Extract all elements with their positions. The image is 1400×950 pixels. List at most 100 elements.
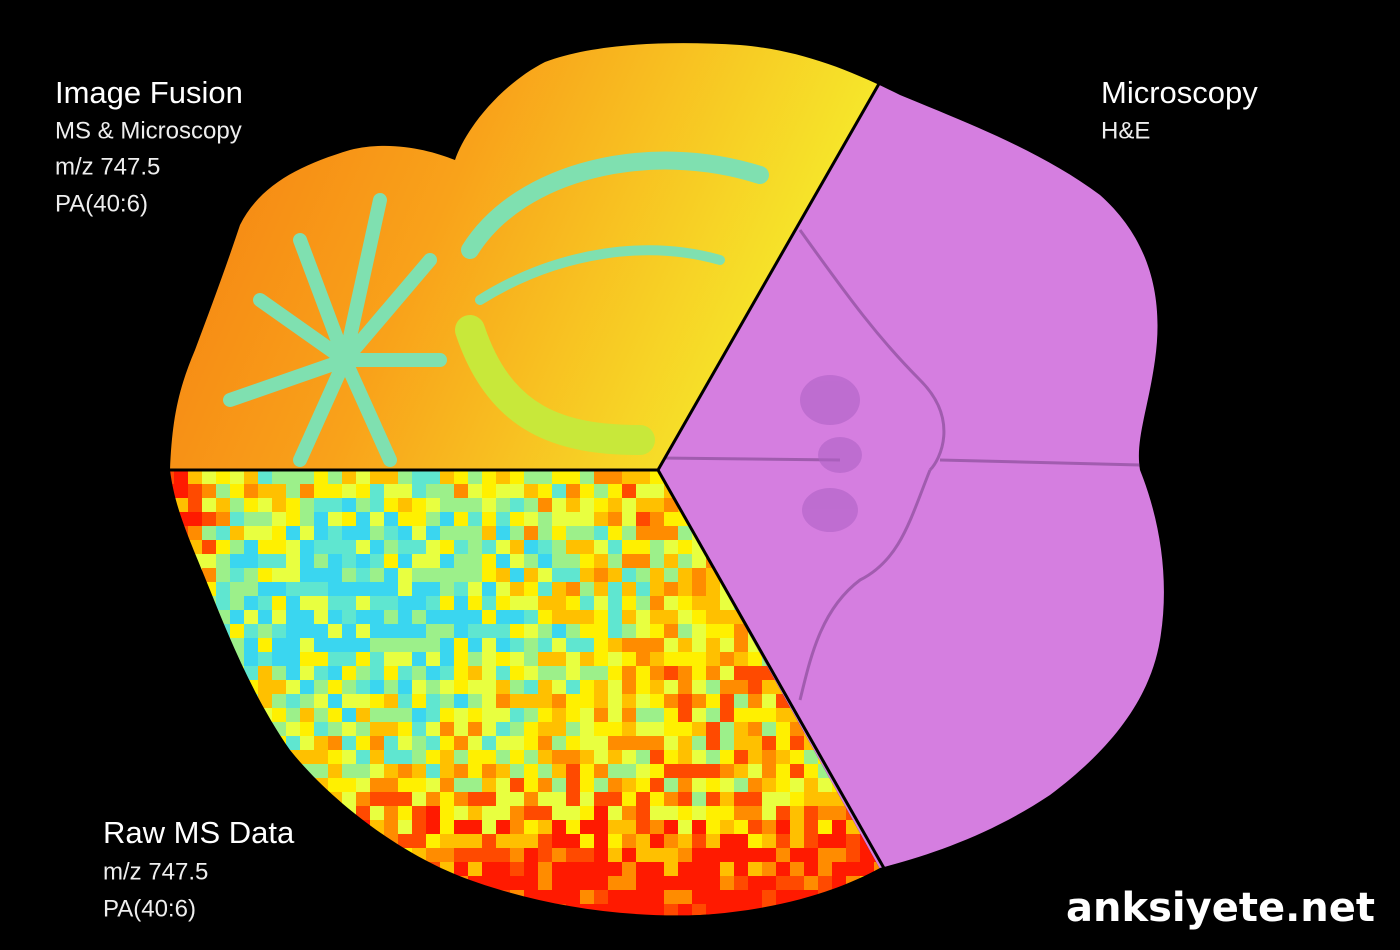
ms-pixel [566, 540, 580, 554]
ms-pixel [440, 554, 454, 568]
ms-pixel [538, 568, 552, 582]
ms-pixel [370, 610, 384, 624]
ms-pixel [748, 834, 762, 848]
ms-pixel [468, 848, 482, 862]
ms-pixel [748, 736, 762, 750]
ms-pixel [384, 750, 398, 764]
ms-pixel [748, 652, 762, 666]
ms-pixel [692, 792, 706, 806]
ms-pixel [216, 750, 230, 764]
ms-pixel [300, 512, 314, 526]
ms-pixel [552, 778, 566, 792]
ms-pixel [314, 876, 328, 890]
ms-pixel [524, 834, 538, 848]
ms-pixel [748, 862, 762, 876]
ms-pixel [398, 484, 412, 498]
ms-pixel [524, 876, 538, 890]
ms-pixel [678, 820, 692, 834]
ms-pixel [426, 638, 440, 652]
ms-pixel [286, 750, 300, 764]
ms-pixel [650, 680, 664, 694]
ms-pixel [328, 750, 342, 764]
ms-pixel [706, 848, 720, 862]
ms-pixel [510, 624, 524, 638]
ms-pixel [356, 568, 370, 582]
ms-pixel [216, 470, 230, 484]
ms-pixel [692, 554, 706, 568]
ms-pixel [636, 540, 650, 554]
ms-pixel [398, 638, 412, 652]
ms-pixel [552, 834, 566, 848]
ms-pixel [230, 876, 244, 890]
ms-pixel [216, 568, 230, 582]
ms-pixel [552, 722, 566, 736]
ms-pixel [370, 834, 384, 848]
ms-pixel [286, 862, 300, 876]
ms-pixel [286, 582, 300, 596]
ms-pixel [398, 792, 412, 806]
ms-pixel [580, 512, 594, 526]
ms-pixel [524, 904, 538, 916]
ms-pixel [426, 554, 440, 568]
ms-pixel [412, 694, 426, 708]
ms-pixel [552, 820, 566, 834]
ms-pixel [170, 498, 174, 512]
ms-pixel [188, 624, 202, 638]
ms-pixel [216, 876, 230, 890]
ms-pixel [356, 778, 370, 792]
ms-pixel [440, 708, 454, 722]
ms-pixel [412, 470, 426, 484]
ms-pixel [496, 666, 510, 680]
ms-pixel [244, 512, 258, 526]
ms-pixel [482, 778, 496, 792]
ms-pixel [734, 918, 748, 932]
ms-pixel [650, 918, 664, 932]
ms-pixel [342, 498, 356, 512]
ms-pixel [552, 764, 566, 778]
ms-pixel [622, 778, 636, 792]
ms-pixel [244, 526, 258, 540]
ms-pixel [170, 554, 174, 568]
ms-pixel [594, 610, 608, 624]
ms-pixel [496, 512, 510, 526]
ms-pixel [188, 778, 202, 792]
ms-pixel [286, 666, 300, 680]
ms-pixel [440, 470, 454, 484]
ms-pixel [356, 554, 370, 568]
ms-pixel [468, 484, 482, 498]
ms-pixel [594, 484, 608, 498]
ms-pixel [454, 512, 468, 526]
ms-pixel [706, 820, 720, 834]
ms-pixel [692, 806, 706, 820]
ms-pixel [426, 876, 440, 890]
ms-pixel [286, 792, 300, 806]
ms-pixel [370, 722, 384, 736]
ms-pixel [510, 708, 524, 722]
ms-pixel [384, 498, 398, 512]
ms-pixel [510, 904, 524, 916]
ms-pixel [272, 876, 286, 890]
ms-pixel [356, 904, 370, 916]
ms-pixel [384, 778, 398, 792]
ms-pixel [524, 638, 538, 652]
ms-pixel [650, 484, 664, 498]
ms-pixel [230, 918, 244, 932]
ms-pixel [468, 470, 482, 484]
ms-pixel [398, 806, 412, 820]
ms-pixel [170, 624, 174, 638]
ms-pixel [398, 666, 412, 680]
ms-pixel [636, 778, 650, 792]
ms-pixel [524, 610, 538, 624]
ms-pixel [650, 554, 664, 568]
ms-pixel [258, 596, 272, 610]
ms-pixel [314, 694, 328, 708]
ms-pixel [538, 694, 552, 708]
ms-pixel [664, 834, 678, 848]
ms-pixel [170, 638, 174, 652]
ms-pixel [720, 722, 734, 736]
ms-pixel [426, 666, 440, 680]
ms-pixel [454, 722, 468, 736]
ms-pixel [594, 652, 608, 666]
ms-pixel [230, 680, 244, 694]
ms-pixel [482, 904, 496, 916]
